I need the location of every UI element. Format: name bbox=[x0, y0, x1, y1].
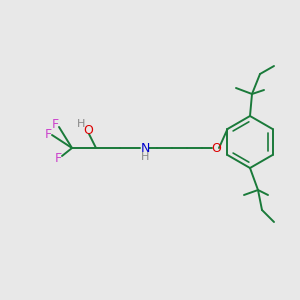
Text: F: F bbox=[54, 152, 61, 164]
Text: O: O bbox=[211, 142, 221, 154]
Text: H: H bbox=[141, 152, 149, 162]
Text: H: H bbox=[77, 119, 85, 129]
Text: O: O bbox=[83, 124, 93, 137]
Text: F: F bbox=[51, 118, 58, 131]
Text: N: N bbox=[140, 142, 150, 154]
Text: F: F bbox=[44, 128, 52, 142]
